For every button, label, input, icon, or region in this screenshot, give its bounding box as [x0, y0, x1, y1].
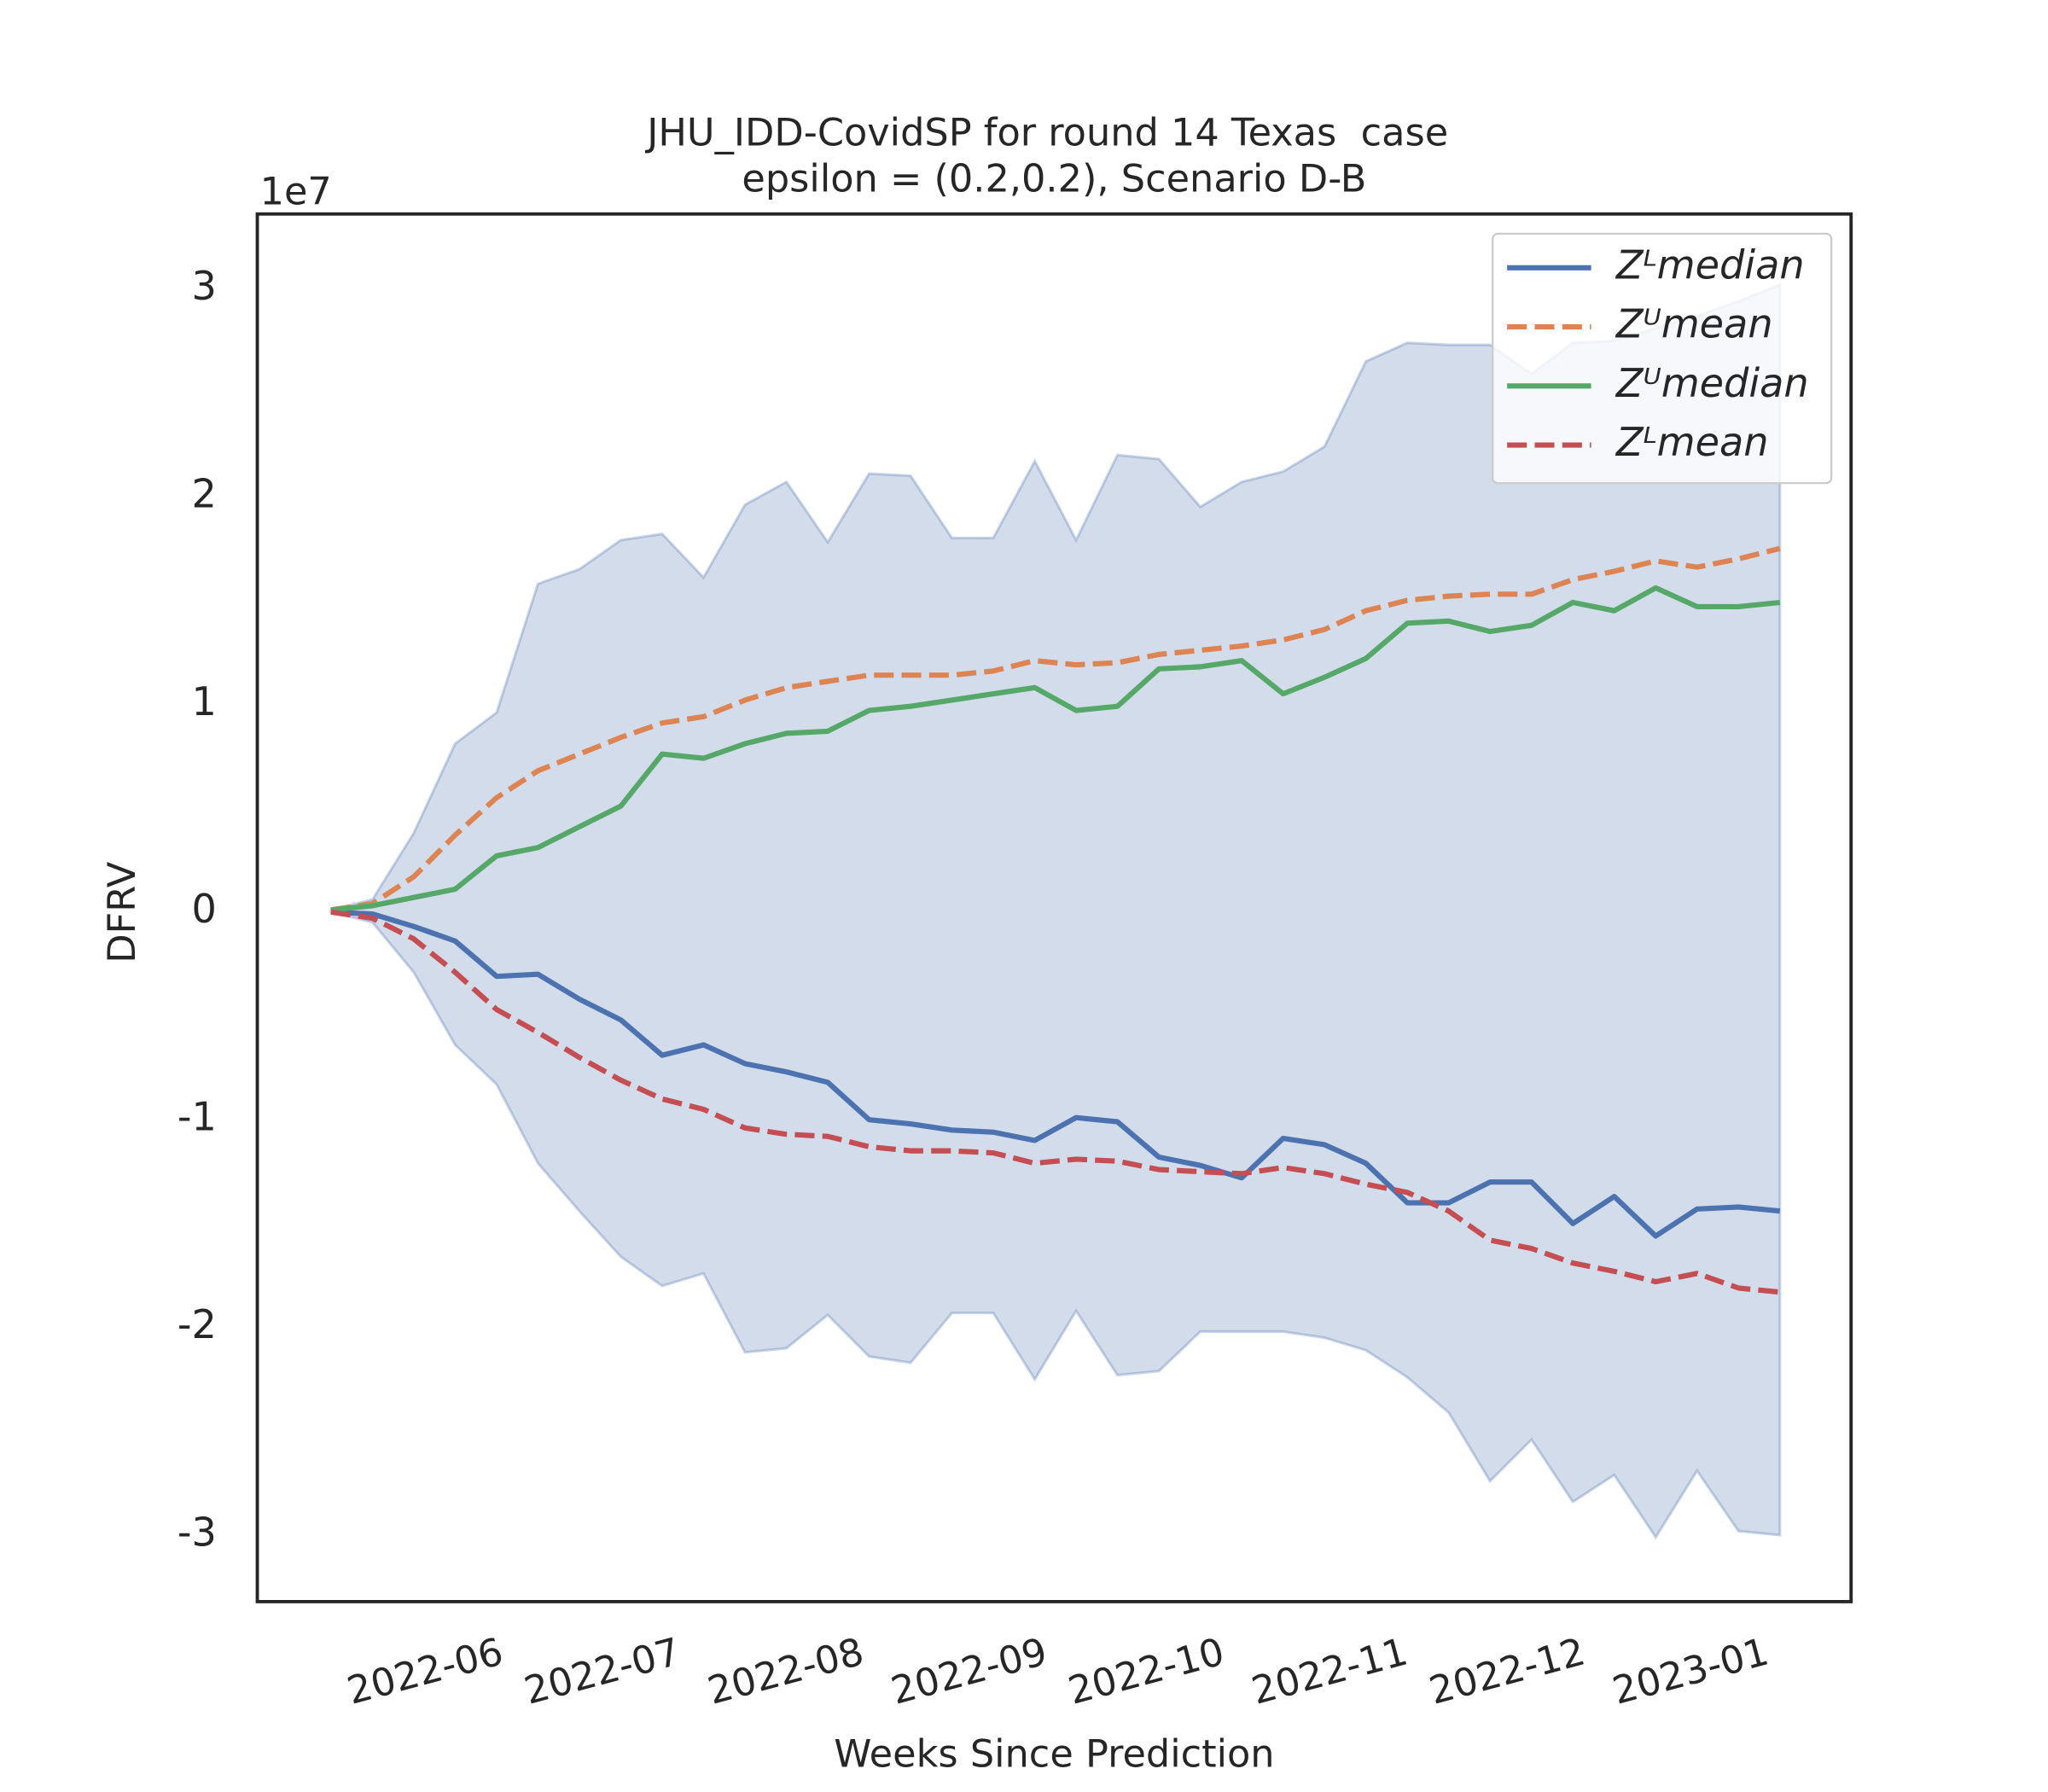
y-axis-label: DFRV [100, 861, 144, 963]
legend-label: Zᵁmedian [1615, 360, 1809, 406]
series-line [330, 545, 1781, 913]
y-tick-label: 2 [191, 470, 216, 516]
y-tick-label: 1 [191, 678, 216, 724]
x-tick-label: 2022-11 [1247, 1629, 1411, 1713]
series-line [330, 909, 1781, 1295]
y-tick-label: -2 [177, 1301, 217, 1347]
series-line [330, 909, 1781, 1239]
y-offset-label: 1e7 [260, 170, 332, 214]
y-tick-label: -3 [177, 1510, 217, 1556]
chart-subtitle: epsilon = (0.2,0.2), Scenario D-B [742, 156, 1366, 201]
y-tick-label: -1 [177, 1094, 217, 1140]
x-axis-label: Weeks Since Prediction [834, 1731, 1274, 1776]
x-tick-label: 2022-12 [1425, 1629, 1590, 1713]
chart-title: JHU_IDD-CovidSP for round 14 Texas case [644, 110, 1448, 154]
legend-label: Zᵁmean [1615, 301, 1773, 347]
x-tick-label: 2022-09 [887, 1629, 1051, 1713]
x-tick-label: 2022-07 [520, 1629, 684, 1713]
series-line [330, 585, 1781, 913]
legend-box [1492, 232, 1833, 485]
y-tick-label: 0 [191, 886, 216, 932]
x-tick-label: 2023-01 [1608, 1629, 1772, 1713]
x-tick-label: 2022-10 [1064, 1629, 1229, 1713]
legend-label: Zᴸmean [1615, 419, 1769, 465]
x-tick-label: 2022-06 [342, 1629, 507, 1713]
legend-label: Zᴸmedian [1615, 241, 1805, 288]
plot-frame [255, 212, 1853, 1603]
x-tick-label: 2022-08 [703, 1629, 868, 1713]
y-tick-label: 3 [191, 263, 216, 309]
